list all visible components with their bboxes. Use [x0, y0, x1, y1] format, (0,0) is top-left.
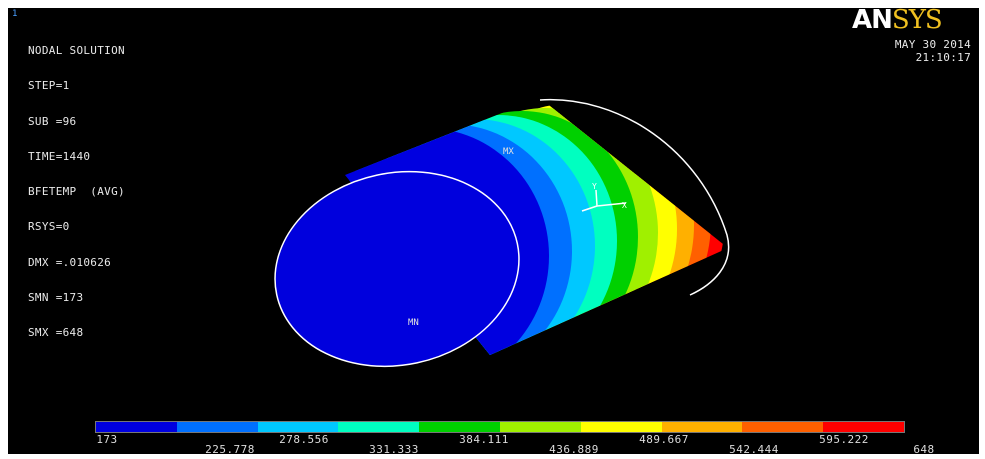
legend-label: 648 — [913, 443, 935, 456]
ansys-logo: ANSYS — [852, 5, 943, 35]
legend-swatch — [257, 422, 339, 432]
max-marker: MX — [503, 147, 514, 157]
back-face-outline — [539, 98, 730, 296]
info-title: NODAL SOLUTION — [28, 44, 125, 57]
plot-time: 21:10:17 — [915, 51, 971, 64]
solution-info-block: NODAL SOLUTION STEP=1 SUB =96 TIME=1440 … — [28, 21, 125, 363]
info-result-item: BFETEMP (AVG) — [28, 185, 125, 199]
info-smn: SMN =173 — [28, 291, 84, 305]
window-border-left — [0, 0, 8, 459]
legend-swatch — [419, 422, 500, 432]
info-rsys: RSYS=0 — [28, 220, 70, 234]
legend-label: 225.778 — [205, 443, 255, 456]
info-smx: SMX =648 — [28, 326, 84, 340]
logo-an: AN — [852, 5, 893, 35]
contour-legend-bar — [95, 421, 905, 433]
legend-label: 173 — [96, 433, 118, 446]
legend-label: 331.333 — [369, 443, 419, 456]
legend-label: 436.889 — [549, 443, 599, 456]
legend-label: 489.667 — [639, 433, 689, 446]
info-step: STEP=1 — [28, 79, 70, 93]
legend-swatch — [176, 422, 258, 432]
triad-icon: X Y — [581, 182, 627, 212]
legend-label: 595.222 — [819, 433, 869, 446]
window-border-bottom — [0, 454, 985, 459]
legend-swatch — [823, 422, 904, 432]
legend-label: 278.556 — [279, 433, 329, 446]
legend-swatch — [338, 422, 420, 432]
plot-date: MAY 30 2014 — [894, 38, 971, 51]
logo-sys: SYS — [891, 5, 943, 35]
legend-swatch — [580, 422, 662, 432]
window-border-top — [0, 0, 985, 8]
legend-label: 542.444 — [729, 443, 779, 456]
triad-x-label: X — [622, 201, 627, 210]
legend-swatch — [96, 422, 177, 432]
info-time: TIME=1440 — [28, 149, 91, 163]
legend-label: 384.111 — [459, 433, 509, 446]
window-number: 1 — [12, 9, 18, 19]
info-sub: SUB =96 — [28, 114, 77, 128]
info-dmx: DMX =.010626 — [28, 255, 112, 269]
legend-swatch — [499, 422, 581, 432]
legend-swatch — [742, 422, 824, 432]
window-border-right — [979, 0, 985, 459]
legend-swatch — [661, 422, 743, 432]
min-marker: MN — [408, 318, 419, 328]
triad-y-label: Y — [592, 182, 597, 191]
front-face — [274, 170, 520, 368]
